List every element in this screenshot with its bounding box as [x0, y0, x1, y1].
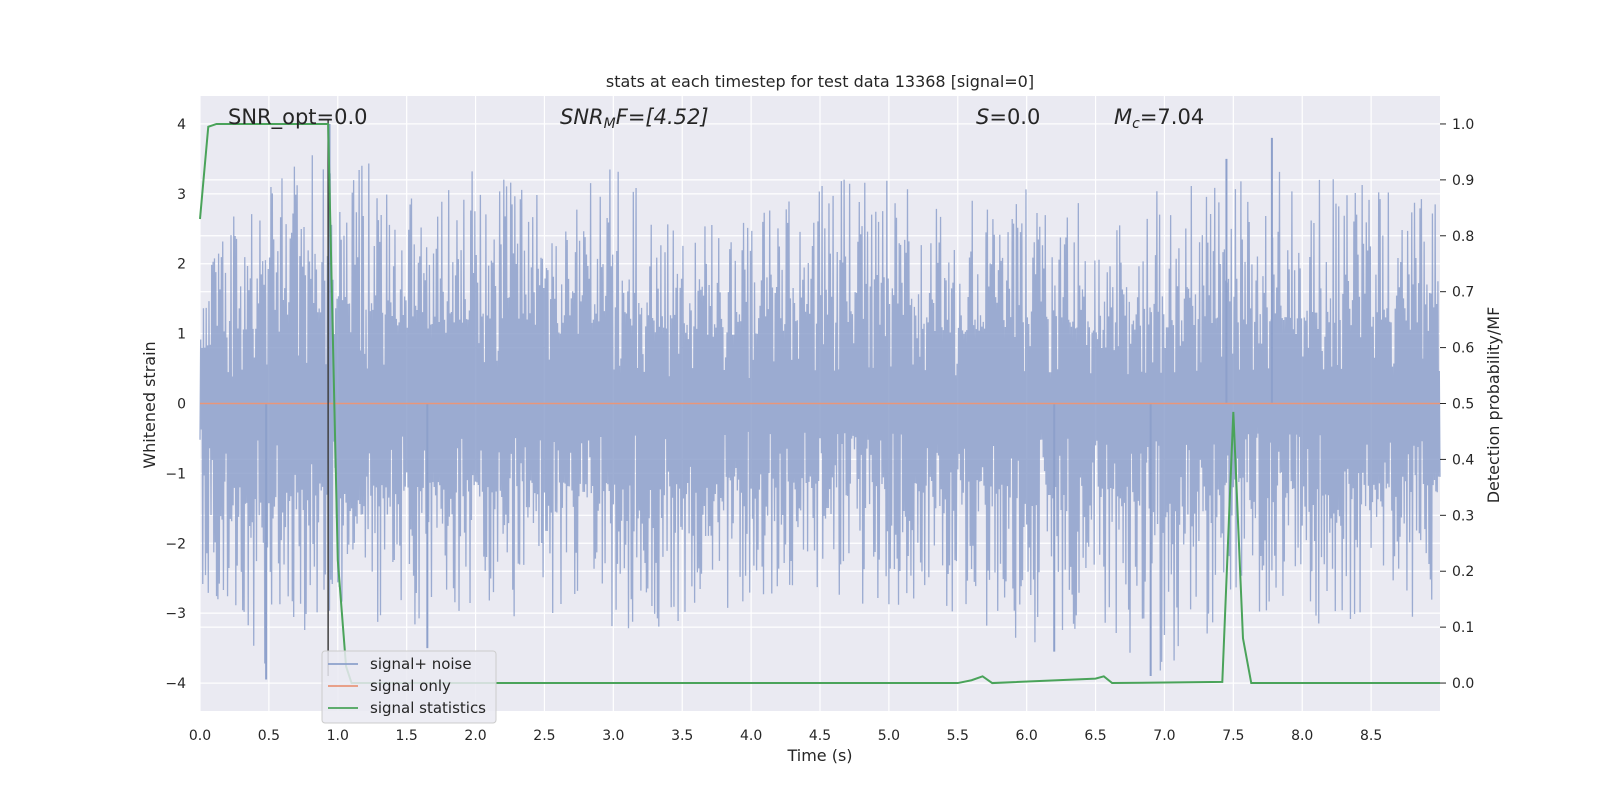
x-tick-label: 6.5 [1084, 728, 1106, 744]
y-tick-label: −4 [165, 676, 186, 692]
x-tick-label: 1.0 [327, 728, 349, 744]
x-tick-label: 8.5 [1360, 728, 1382, 744]
x-tick-label: 5.0 [878, 728, 900, 744]
x-tick-label: 0.0 [189, 728, 211, 744]
series-signal-statistics [199, 122, 1440, 685]
annotation-mc-sub: c [1132, 116, 1140, 132]
statistics-line [199, 122, 1440, 685]
legend-label-signal-statistics: signal statistics [370, 699, 486, 717]
x-tick-label: 7.0 [1153, 728, 1175, 744]
x-tick-label: 4.5 [809, 728, 831, 744]
legend-box [321, 650, 497, 724]
x-tick-label: 4.0 [740, 728, 762, 744]
annotation-mc: Mc=7.04 [1114, 105, 1204, 132]
x-tick-label: 5.5 [947, 728, 969, 744]
series-signal-plus-noise [199, 123, 1441, 680]
y2-tick-label: 0.4 [1452, 452, 1474, 468]
x-tick-label: 2.0 [464, 728, 486, 744]
y-axis-label: Whitened strain [140, 341, 159, 468]
x-tick-label: 2.5 [533, 728, 555, 744]
y-tick-label: −3 [165, 606, 186, 622]
annotation-s-tail: =0.0 [989, 105, 1040, 129]
chart-title: stats at each timestep for test data 133… [606, 72, 1034, 91]
x-tick-label: 3.5 [671, 728, 693, 744]
y2-tick-label: 0.1 [1452, 620, 1474, 636]
annotation-snr-mf-tail: F=[4.52] [616, 105, 709, 129]
y2-tick-label: 0.3 [1452, 508, 1474, 524]
y-tick-label: −1 [165, 466, 186, 482]
annotation-mc-main: M [1114, 105, 1132, 129]
y2-tick-label: 0.9 [1452, 173, 1474, 189]
y-axis-ticks: −4 −3 −2 −1 0 1 2 3 4 [165, 117, 186, 692]
y-tick-label: 1 [177, 327, 186, 343]
y2-tick-label: 0.0 [1452, 676, 1474, 692]
y2-tick-label: 1.0 [1452, 117, 1474, 133]
x-tick-label: 7.5 [1222, 728, 1244, 744]
y2-tick-label: 0.8 [1452, 229, 1474, 245]
legend-label-signal-plus-noise: signal+ noise [370, 655, 472, 673]
y2-axis-label: Detection probability/MF [1484, 307, 1503, 504]
annotation-snr-mf-main: SNR [560, 105, 604, 129]
y-tick-label: −2 [165, 536, 186, 552]
y2-axis-ticks: 0.0 0.1 0.2 0.3 0.4 0.5 0.6 0.7 0.8 0.9 1.0 [1440, 117, 1474, 692]
y2-tick-label: 0.6 [1452, 341, 1474, 357]
x-axis-ticks: 0.0 0.5 1.0 1.5 2.0 2.5 3.0 3.5 4.0 4.5 5.0 5.5 6.0 6… [189, 728, 1382, 744]
x-axis-label: Time (s) [786, 746, 852, 765]
annotation-s-main: S [976, 105, 989, 129]
x-tick-label: 1.5 [396, 728, 418, 744]
x-tick-label: 0.5 [258, 728, 280, 744]
noise-trace [199, 155, 1441, 671]
y-tick-label: 3 [177, 187, 186, 203]
annotation-snr-mf: SNRMF=[4.52] [560, 105, 709, 132]
y-tick-label: 4 [177, 117, 186, 133]
legend-label-signal-only: signal only [370, 677, 451, 695]
y-tick-label: 2 [177, 257, 186, 273]
y2-tick-label: 0.7 [1452, 285, 1474, 301]
y2-tick-label: 0.2 [1452, 564, 1474, 580]
x-tick-label: 6.0 [1016, 728, 1038, 744]
y-tick-label: 0 [177, 397, 186, 413]
x-tick-label: 8.0 [1291, 728, 1313, 744]
x-tick-label: 3.0 [602, 728, 624, 744]
annotation-snr-mf-sub: M [604, 116, 616, 132]
annotation-s: S=0.0 [976, 105, 1040, 129]
legend: signal+ noise signal only signal statist… [321, 650, 497, 724]
y2-tick-label: 0.5 [1452, 397, 1474, 413]
annotation-mc-tail: =7.04 [1140, 105, 1204, 129]
annotation-snr-opt: SNR_opt=0.0 [228, 105, 368, 130]
